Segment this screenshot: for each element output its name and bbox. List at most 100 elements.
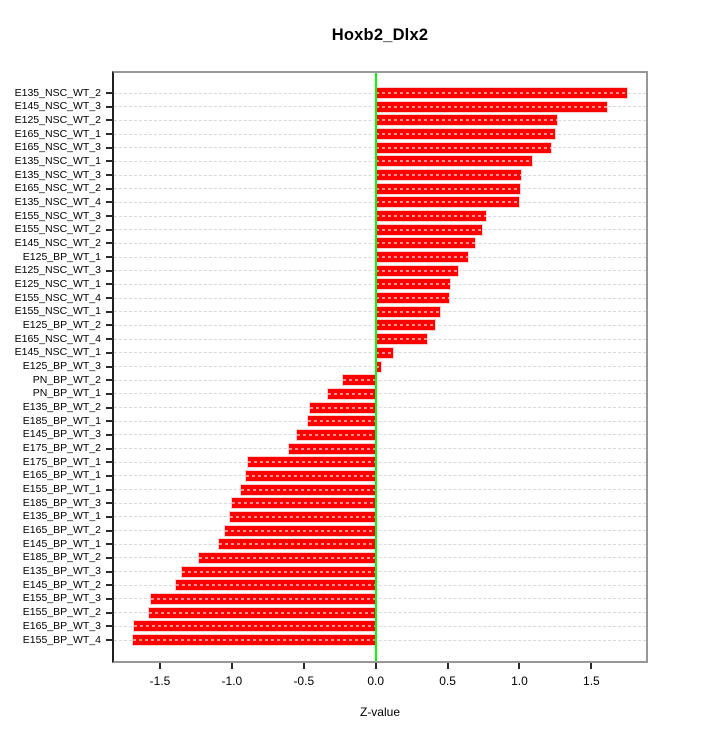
bar-stripe bbox=[246, 474, 376, 477]
grid-line bbox=[114, 557, 646, 559]
y-axis-tick bbox=[106, 174, 113, 177]
bar bbox=[375, 334, 428, 345]
y-axis-label: E155_BP_WT_1 bbox=[22, 483, 101, 496]
bar bbox=[198, 552, 376, 563]
bar bbox=[375, 347, 393, 358]
bar bbox=[375, 224, 483, 235]
bar bbox=[218, 539, 376, 550]
bar bbox=[375, 306, 441, 317]
bar bbox=[375, 115, 557, 126]
y-axis-tick bbox=[106, 611, 113, 614]
y-axis-label: E155_NSC_WT_1 bbox=[14, 305, 101, 318]
y-axis-label: E135_NSC_WT_2 bbox=[14, 86, 101, 99]
bar bbox=[375, 320, 435, 331]
bar-stripe bbox=[175, 584, 376, 587]
x-axis-tick bbox=[302, 663, 305, 669]
bar bbox=[375, 183, 521, 194]
bar-stripe bbox=[375, 92, 628, 94]
y-axis-label: E125_BP_WT_2 bbox=[22, 318, 101, 331]
bar bbox=[132, 635, 376, 645]
y-axis-tick bbox=[106, 269, 113, 272]
bar bbox=[309, 402, 376, 413]
y-axis-tick bbox=[106, 228, 113, 231]
bar-stripe bbox=[296, 433, 376, 436]
bar-stripe bbox=[328, 392, 376, 395]
bar-stripe bbox=[375, 256, 468, 259]
grid-line bbox=[114, 543, 646, 545]
y-axis-tick bbox=[106, 297, 113, 300]
bar-stripe bbox=[375, 351, 393, 354]
grid-line bbox=[114, 434, 646, 436]
y-axis-label: E155_BP_WT_3 bbox=[22, 592, 101, 605]
bar bbox=[375, 101, 608, 112]
y-axis-label: E135_BP_WT_2 bbox=[22, 401, 101, 414]
bar-stripe bbox=[375, 160, 533, 163]
grid-line bbox=[114, 475, 646, 477]
bar bbox=[328, 388, 376, 399]
bar bbox=[308, 416, 376, 427]
bar bbox=[375, 156, 533, 167]
bar bbox=[240, 484, 376, 495]
bar bbox=[224, 525, 376, 536]
x-axis-label: Z-value bbox=[359, 705, 400, 719]
y-axis-tick bbox=[106, 597, 113, 600]
bar bbox=[230, 511, 376, 522]
x-axis-tick bbox=[159, 663, 161, 669]
bar-stripe bbox=[375, 228, 483, 231]
y-axis-label: E145_NSC_WT_3 bbox=[14, 100, 101, 113]
grid-line bbox=[114, 625, 646, 627]
bar-stripe bbox=[181, 570, 376, 573]
bar-stripe bbox=[375, 242, 475, 245]
bar-stripe bbox=[375, 133, 556, 136]
y-axis-label: E125_BP_WT_3 bbox=[22, 360, 101, 372]
bar bbox=[231, 498, 376, 509]
x-axis-tick bbox=[518, 663, 521, 669]
bar-stripe bbox=[342, 379, 376, 382]
y-axis-tick bbox=[106, 283, 113, 286]
y-axis-label: E145_BP_WT_2 bbox=[22, 578, 101, 591]
bar bbox=[375, 361, 382, 372]
bar-stripe bbox=[375, 119, 557, 122]
y-axis-tick bbox=[106, 324, 113, 327]
y-axis-tick bbox=[106, 461, 113, 464]
grid-line bbox=[114, 571, 646, 573]
y-axis-tick bbox=[106, 160, 113, 163]
bar-stripe bbox=[151, 597, 376, 600]
bar-stripe bbox=[148, 611, 376, 614]
bar-stripe bbox=[375, 283, 451, 286]
y-axis-tick bbox=[106, 488, 113, 491]
y-axis-tick bbox=[106, 556, 113, 559]
y-axis-tick bbox=[106, 392, 113, 395]
y-axis-label: E175_BP_WT_2 bbox=[22, 442, 101, 455]
y-axis-tick bbox=[106, 474, 113, 477]
x-axis-tick-label: -1.5 bbox=[149, 674, 171, 688]
y-axis-tick bbox=[106, 379, 113, 382]
grid-line bbox=[114, 461, 646, 463]
y-axis-label: E165_NSC_WT_1 bbox=[14, 127, 101, 140]
x-axis-tick-label: 1.5 bbox=[583, 674, 600, 688]
y-axis-tick bbox=[106, 570, 113, 573]
y-axis-tick bbox=[106, 529, 113, 532]
bar bbox=[375, 238, 475, 249]
bar-stripe bbox=[375, 310, 441, 313]
grid-line bbox=[114, 379, 646, 381]
bar bbox=[246, 470, 376, 481]
bar-stripe bbox=[198, 556, 376, 559]
x-axis-tick-label: 0.5 bbox=[439, 674, 456, 688]
y-axis-tick bbox=[106, 338, 113, 341]
y-axis-label: E165_BP_WT_3 bbox=[22, 619, 101, 632]
grid-line bbox=[114, 612, 646, 614]
y-axis-label: E165_BP_WT_1 bbox=[22, 469, 101, 482]
y-axis-tick bbox=[106, 433, 113, 436]
y-axis-tick bbox=[106, 502, 113, 505]
bar-stripe bbox=[224, 529, 376, 532]
bar bbox=[375, 265, 458, 276]
y-axis-label: E135_NSC_WT_4 bbox=[14, 195, 101, 208]
x-axis-tick-label: 0.0 bbox=[367, 674, 385, 688]
y-axis-tick bbox=[106, 447, 113, 450]
bar-stripe bbox=[375, 146, 552, 149]
grid-line bbox=[114, 516, 646, 518]
bar-stripe bbox=[230, 515, 376, 518]
bar-stripe bbox=[289, 447, 376, 450]
bar-stripe bbox=[309, 406, 376, 409]
